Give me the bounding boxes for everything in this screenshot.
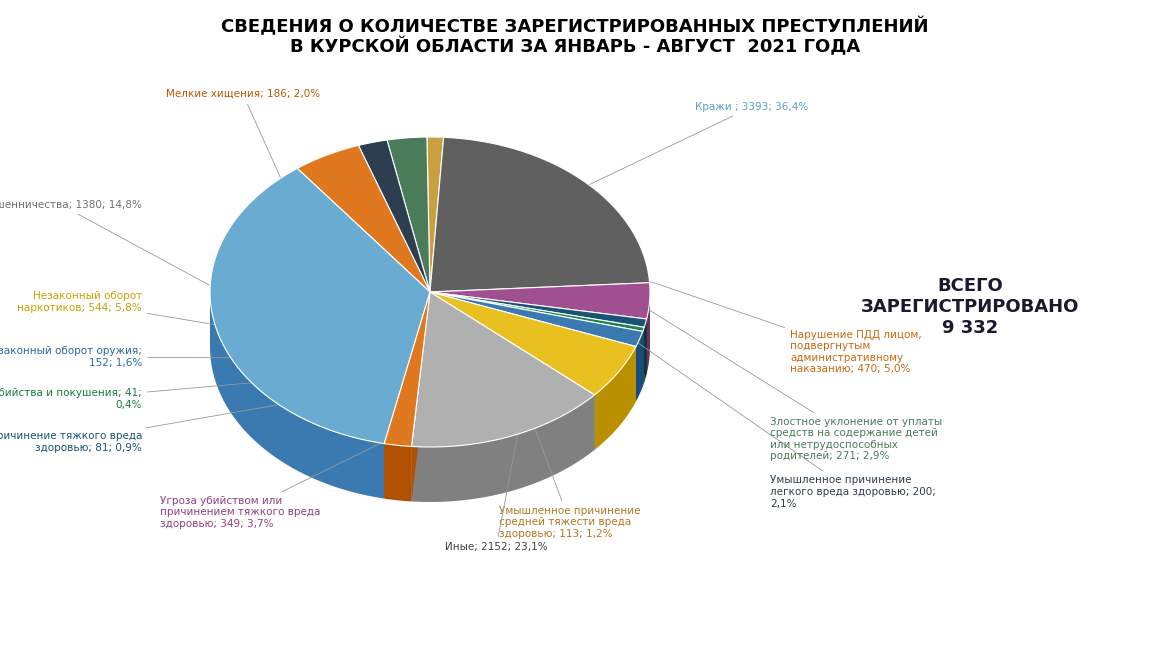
Polygon shape xyxy=(430,292,595,450)
Text: Злостное уклонение от уплаты
средств на содержание детей
или нетрудоспособных
ро: Злостное уклонение от уплаты средств на … xyxy=(413,162,942,461)
Polygon shape xyxy=(384,444,412,501)
Polygon shape xyxy=(430,292,643,386)
Text: Причинение тяжкого вреда
здоровью; 81; 0,9%: Причинение тяжкого вреда здоровью; 81; 0… xyxy=(0,346,611,453)
Text: ВСЕГО
ЗАРЕГИСТРИРОВАНО
9 332: ВСЕГО ЗАРЕГИСТРИРОВАНО 9 332 xyxy=(861,277,1079,337)
Polygon shape xyxy=(644,319,646,382)
Text: Иные; 2152; 23,1%: Иные; 2152; 23,1% xyxy=(445,202,562,552)
Text: Незаконный оборот
наркотиков; 544; 5,8%: Незаконный оборот наркотиков; 544; 5,8% xyxy=(17,291,588,387)
Polygon shape xyxy=(384,292,430,499)
Polygon shape xyxy=(388,137,430,292)
Polygon shape xyxy=(643,327,644,386)
Text: Нарушение ПДД лицом,
подвергнутым
административному
наказанию; 470; 5,0%: Нарушение ПДД лицом, подвергнутым админи… xyxy=(345,177,921,375)
Polygon shape xyxy=(430,137,650,292)
Polygon shape xyxy=(430,292,636,402)
Polygon shape xyxy=(430,292,644,382)
Polygon shape xyxy=(595,347,636,450)
Text: Мелкие хищения; 186; 2,0%: Мелкие хищения; 186; 2,0% xyxy=(166,89,401,447)
Polygon shape xyxy=(646,292,650,374)
Polygon shape xyxy=(430,292,644,331)
Polygon shape xyxy=(430,292,643,347)
Text: Незаконный оборот оружия;
152; 1,6%: Незаконный оборот оружия; 152; 1,6% xyxy=(0,346,605,367)
Polygon shape xyxy=(384,292,430,446)
Text: Мошенничества; 1380; 14,8%: Мошенничества; 1380; 14,8% xyxy=(0,200,497,441)
Text: Кражи ; 3393; 36,4%: Кражи ; 3393; 36,4% xyxy=(250,102,808,347)
Polygon shape xyxy=(427,137,444,292)
Polygon shape xyxy=(430,292,646,374)
Polygon shape xyxy=(430,292,595,450)
Polygon shape xyxy=(430,283,650,319)
Polygon shape xyxy=(430,292,646,327)
Polygon shape xyxy=(297,146,430,292)
Polygon shape xyxy=(210,168,430,444)
Polygon shape xyxy=(412,292,595,447)
Polygon shape xyxy=(430,292,646,374)
Text: Угроза убийством или
причинением тяжкого вреда
здоровью; 349; 3,7%: Угроза убийством или причинением тяжкого… xyxy=(160,328,614,529)
Polygon shape xyxy=(430,292,636,395)
Text: Умышленное причинение
средней тяжести вреда
здоровью; 113; 1,2%: Умышленное причинение средней тяжести вр… xyxy=(436,163,641,539)
Polygon shape xyxy=(412,292,430,501)
Polygon shape xyxy=(384,292,430,499)
Polygon shape xyxy=(412,395,595,502)
Polygon shape xyxy=(430,292,636,402)
Polygon shape xyxy=(430,292,644,382)
Text: В КУРСКОЙ ОБЛАСТИ ЗА ЯНВАРЬ - АВГУСТ  2021 ГОДА: В КУРСКОЙ ОБЛАСТИ ЗА ЯНВАРЬ - АВГУСТ 202… xyxy=(290,37,860,56)
Text: Умышленное причинение
легкого вреда здоровью; 200;
2,1%: Умышленное причинение легкого вреда здор… xyxy=(383,166,936,509)
Text: СВЕДЕНИЯ О КОЛИЧЕСТВЕ ЗАРЕГИСТРИРОВАННЫХ ПРЕСТУПЛЕНИЙ: СВЕДЕНИЯ О КОЛИЧЕСТВЕ ЗАРЕГИСТРИРОВАННЫХ… xyxy=(221,17,929,36)
Text: Убийства и покушения; 41;
0,4%: Убийства и покушения; 41; 0,4% xyxy=(0,351,608,410)
Polygon shape xyxy=(412,292,430,501)
Polygon shape xyxy=(359,140,430,292)
Polygon shape xyxy=(430,292,643,386)
Polygon shape xyxy=(210,293,384,499)
Polygon shape xyxy=(636,331,643,402)
